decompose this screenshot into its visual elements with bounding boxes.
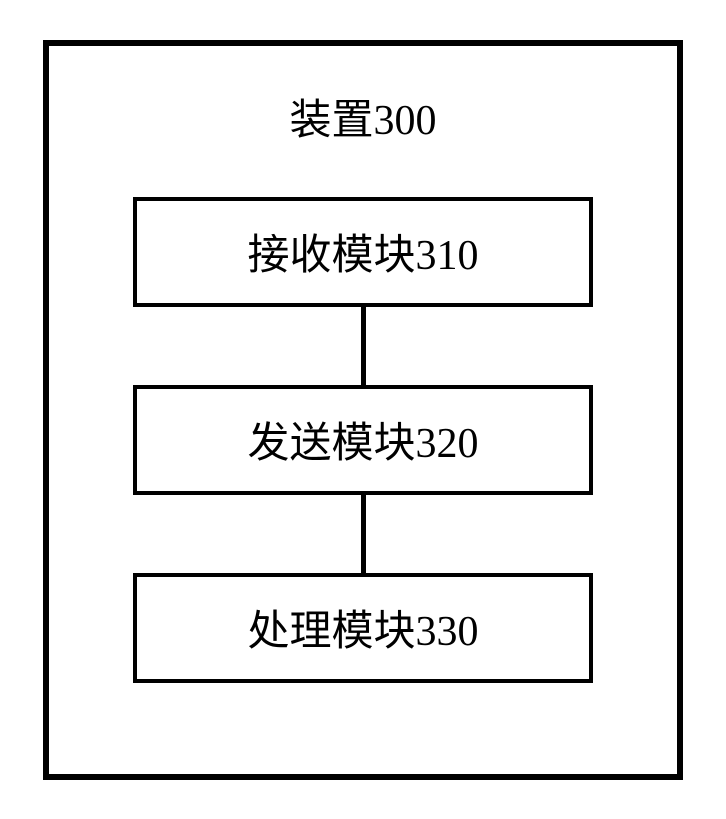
module-label: 处理模块330 xyxy=(247,597,478,658)
module-send: 发送模块320 xyxy=(133,385,593,495)
device-title: 装置300 xyxy=(289,86,436,147)
device-container: 装置300 接收模块310 发送模块320 处理模块330 xyxy=(43,40,683,780)
module-label: 接收模块310 xyxy=(247,221,478,282)
module-receive: 接收模块310 xyxy=(133,197,593,307)
module-label: 发送模块320 xyxy=(247,409,478,470)
module-process: 处理模块330 xyxy=(133,573,593,683)
connector-2 xyxy=(361,495,366,573)
connector-1 xyxy=(361,307,366,385)
